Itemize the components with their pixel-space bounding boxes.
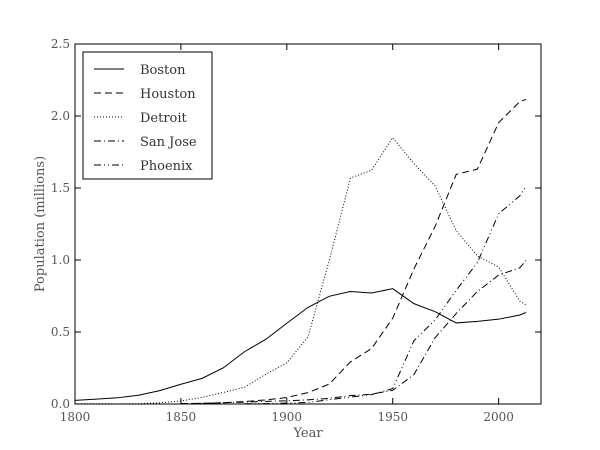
legend-label-detroit: Detroit bbox=[140, 111, 188, 126]
x-tick-label: 1800 bbox=[60, 410, 91, 424]
series-line-houston bbox=[180, 98, 527, 405]
x-axis-label: Year bbox=[292, 426, 323, 441]
x-tick-label: 1850 bbox=[166, 410, 197, 424]
x-tick-label: 1900 bbox=[272, 410, 303, 424]
series-line-boston bbox=[74, 288, 527, 401]
y-axis-label: Population (millions) bbox=[33, 156, 48, 292]
y-tick-label: 0.5 bbox=[51, 325, 70, 339]
legend-label-phoenix: Phoenix bbox=[140, 159, 193, 174]
legend: Boston Houston Detroit San Jose Phoenix bbox=[82, 51, 213, 180]
legend-label-boston: Boston bbox=[140, 63, 186, 78]
legend-box bbox=[82, 51, 213, 180]
y-tick-label: 1.0 bbox=[51, 253, 70, 267]
y-tick-label: 2.0 bbox=[51, 109, 70, 123]
legend-label-san-jose: San Jose bbox=[140, 135, 197, 150]
y-axis-ticks: 0.0 0.5 1.0 1.5 2.0 2.5 bbox=[51, 37, 541, 411]
plot-frame bbox=[74, 43, 542, 405]
series-line-phoenix bbox=[244, 185, 527, 405]
series-lines bbox=[74, 98, 527, 405]
x-tick-label: 2000 bbox=[483, 410, 514, 424]
y-tick-label: 1.5 bbox=[51, 181, 70, 195]
x-tick-label: 1950 bbox=[377, 410, 408, 424]
y-tick-label: 2.5 bbox=[51, 37, 70, 51]
x-axis-ticks: 1800 1850 1900 1950 2000 bbox=[60, 44, 514, 424]
series-line-san-jose bbox=[180, 259, 527, 405]
y-tick-label: 0.0 bbox=[51, 397, 70, 411]
legend-label-houston: Houston bbox=[140, 87, 196, 102]
